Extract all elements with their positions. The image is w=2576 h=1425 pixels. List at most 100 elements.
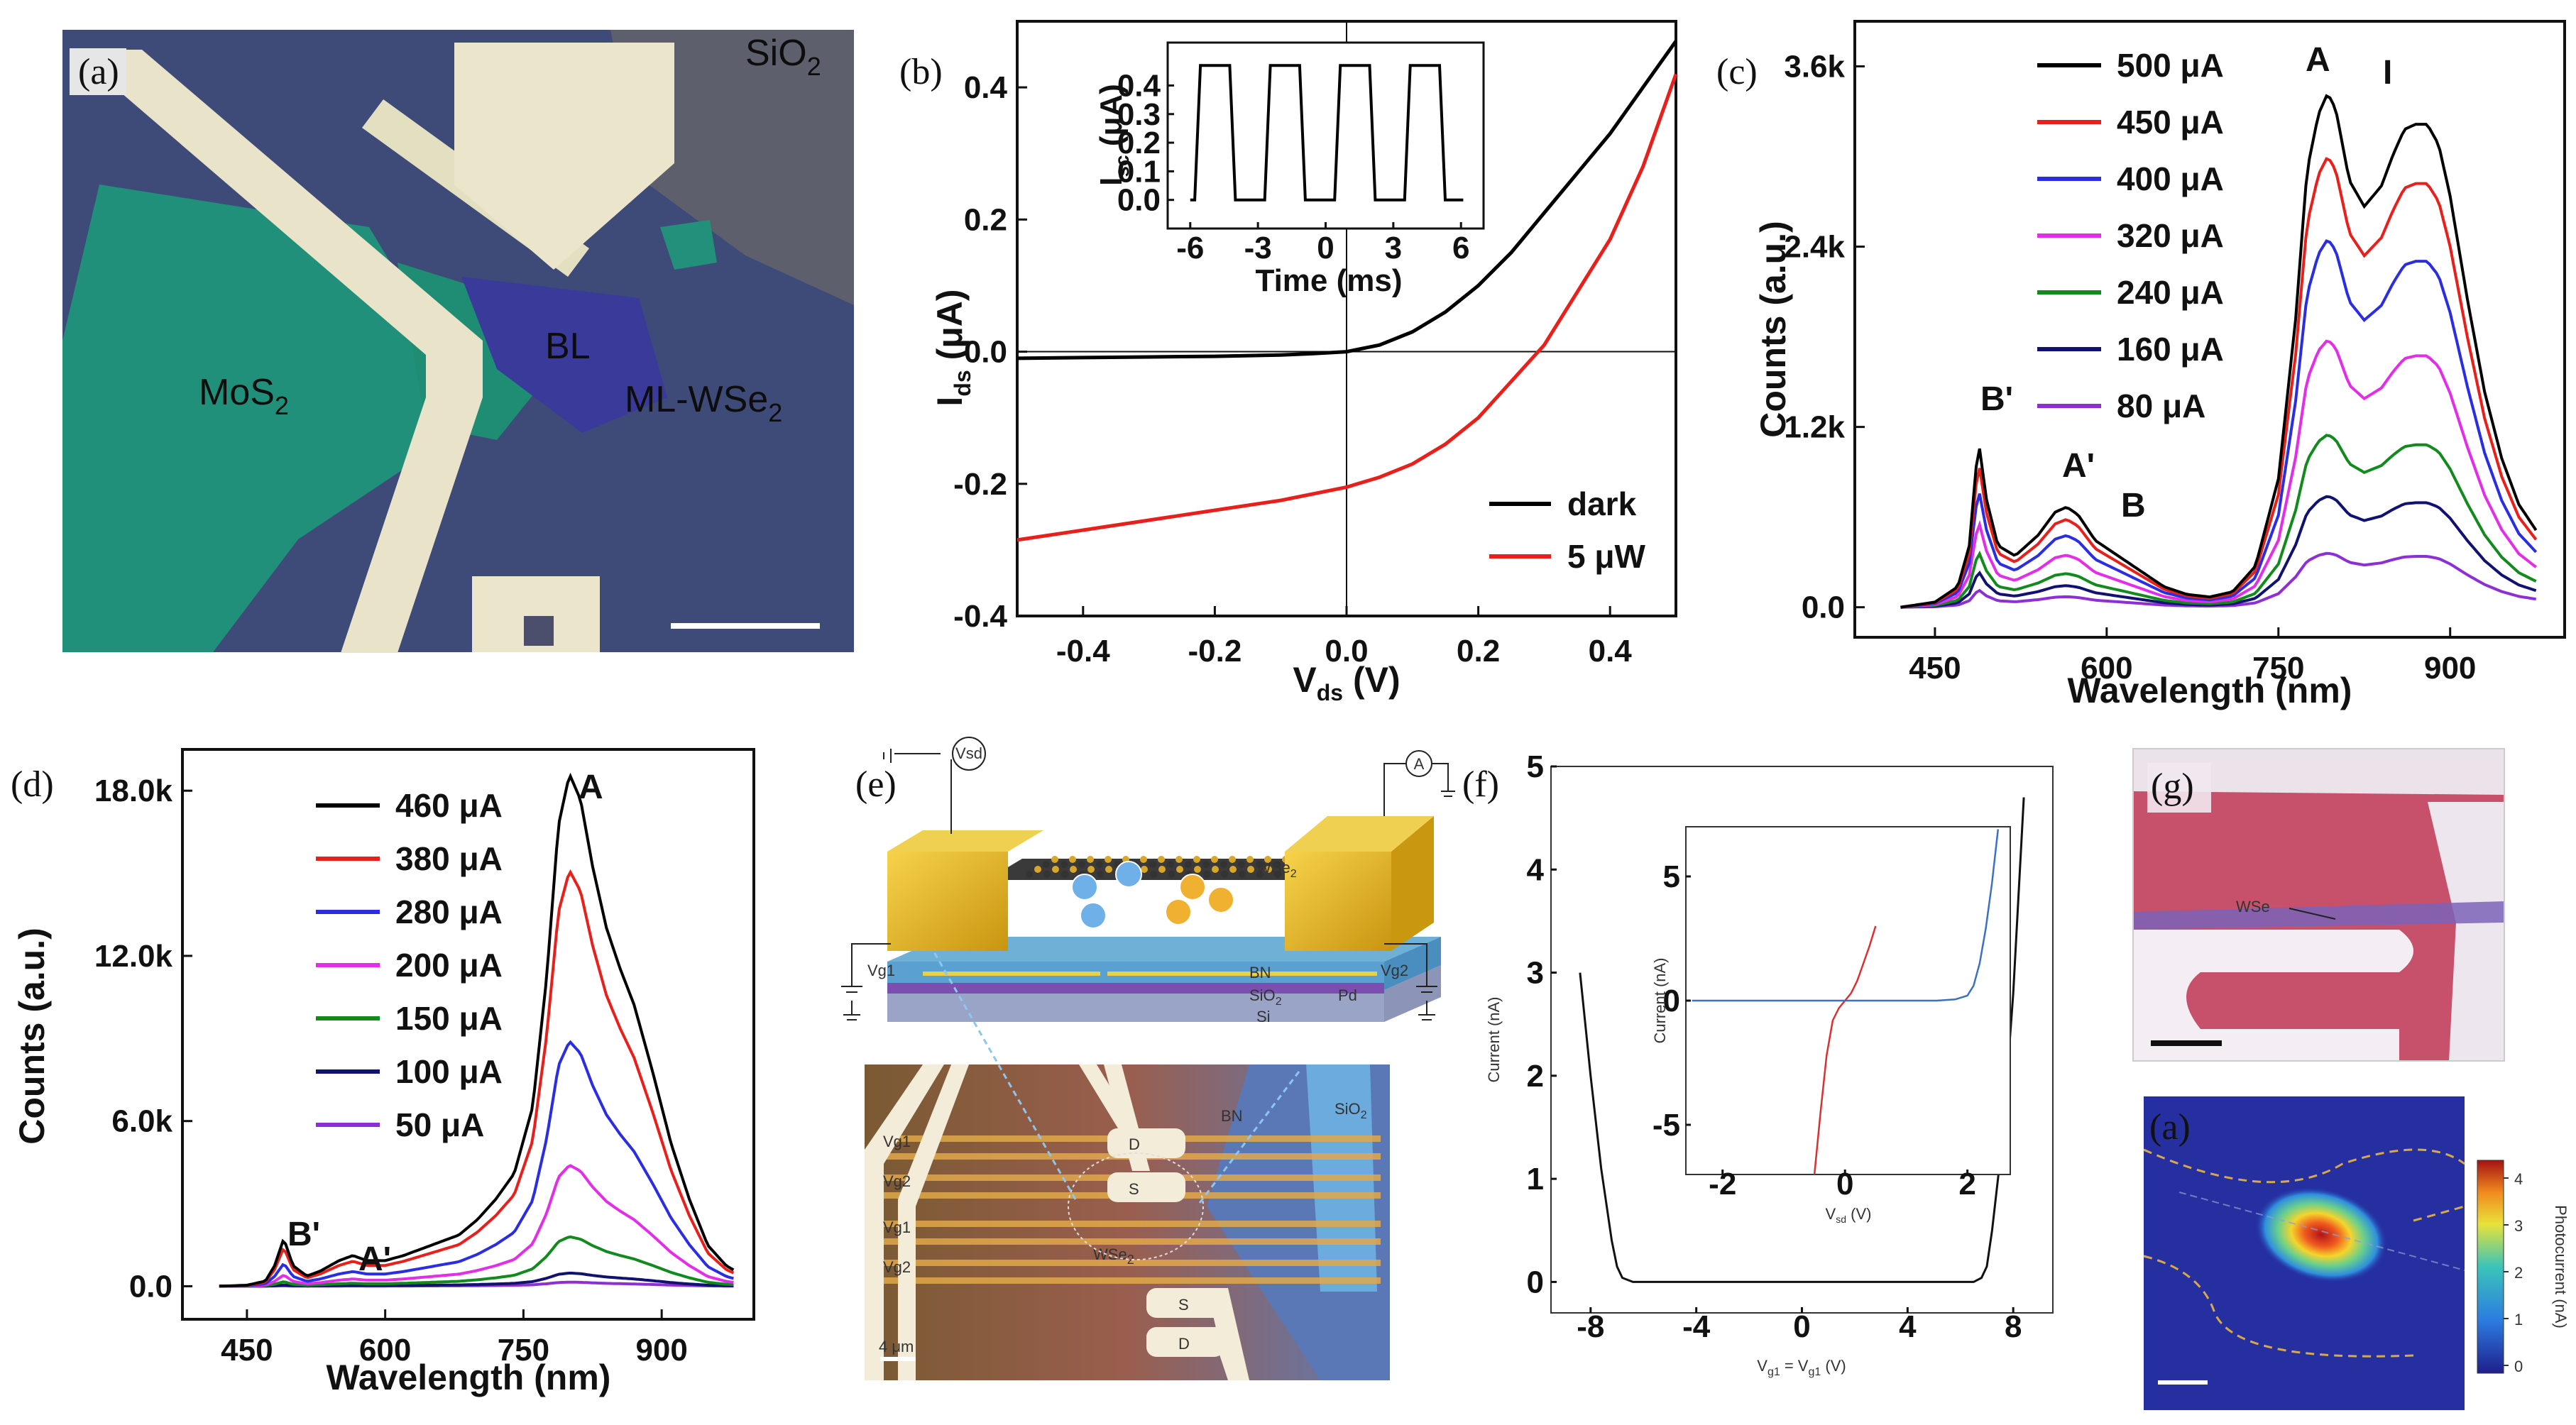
legend-text: 320 μA (2117, 217, 2224, 254)
hole-2 (1165, 898, 1192, 925)
atom (1274, 871, 1281, 878)
ticks-f: -8 -4 0 4 8 0 1 2 3 4 5 (1527, 749, 2022, 1344)
spectrum-line (1900, 495, 2537, 609)
wse2-atoms (1026, 856, 1325, 878)
x-tick-label: 0 (1317, 231, 1334, 265)
y-tick-label: 0.0 (1117, 183, 1161, 218)
legend-text: 200 μA (395, 947, 503, 984)
circuit-wires (841, 749, 1455, 1020)
atom (1202, 861, 1210, 868)
photo-contacts (865, 1064, 1249, 1380)
ticks-b: -0.4 -0.2 0.0 0.2 0.4 -0.4 -0.2 0.0 0.2 0.4 (953, 70, 1632, 669)
contact-left (887, 852, 1008, 951)
atom (1069, 856, 1076, 863)
legend-b: dark 5 μW (1489, 485, 1646, 575)
atom (1212, 866, 1219, 873)
label-sio2-schematic: SiO2 (1249, 986, 1282, 1008)
y-tick-label: 5 (1527, 749, 1544, 784)
atom (1140, 856, 1147, 863)
label-d1: D (1129, 1135, 1140, 1153)
legend-c: 500 μA 450 μA 400 μA 320 μA 240 μA 160 μA 80 μ… (2037, 47, 2224, 424)
electrode-outline-2 (2143, 1255, 2414, 1358)
panel-label-e: (e) (855, 764, 897, 805)
peak-label-c-Bp: B' (1980, 380, 2013, 418)
legend-text: 450 μA (2117, 104, 2224, 141)
y-tick-label: 5 (1663, 859, 1680, 894)
contact-left-top (887, 830, 1043, 852)
y-tick-label: 0.2 (1117, 126, 1161, 160)
atom (1185, 861, 1192, 868)
hole-3 (1207, 886, 1234, 913)
x-axis-label-d: Wavelength (nm) (327, 1358, 611, 1397)
x-axis-label-b: Vds (V) (1293, 660, 1400, 705)
x-tick-label: 900 (635, 1333, 687, 1368)
label-ml-wse2: ML-WSe2 (625, 379, 782, 427)
x-tick-label: -2 (1709, 1167, 1736, 1201)
atom (1220, 861, 1227, 868)
colorbar (2477, 1160, 2504, 1374)
legend-text: 240 μA (2117, 274, 2224, 311)
optical-top-electrode (2133, 749, 2504, 795)
panel-label-g2: (a) (2149, 1107, 2191, 1148)
y-axis-label-c: Counts (a.u.) (1753, 221, 1793, 438)
atom (1264, 856, 1271, 863)
ammeter-icon (1405, 750, 1432, 777)
x-tick-label: 3 (1385, 231, 1402, 265)
label-sio2-photo: SiO2 (1334, 1100, 1367, 1121)
legend-text: 460 μA (395, 787, 503, 824)
x-tick-label: -8 (1577, 1309, 1604, 1344)
x-tick-label: 0 (1793, 1309, 1810, 1344)
y-tick-label: 0.4 (964, 70, 1008, 105)
peak-label-c-I: I (2383, 54, 2392, 92)
atom (1239, 871, 1246, 878)
legend-text: 50 μA (395, 1106, 484, 1143)
panel-label-a: (a) (78, 52, 119, 92)
atom (1193, 856, 1200, 863)
colorbar-tick-label: 1 (2514, 1311, 2523, 1328)
photocurrent-hotspot (2254, 1187, 2388, 1283)
electron-2 (1115, 861, 1142, 888)
atom (1229, 866, 1237, 873)
y-tick-label: 0.4 (1117, 68, 1161, 103)
peak-label-c-B: B (2121, 487, 2146, 524)
peak-label-c-A: A (2306, 41, 2330, 79)
spectrum-line (1900, 434, 2537, 609)
x-tick-label: 0.0 (1325, 634, 1368, 669)
x-tick-label: -3 (1244, 231, 1272, 265)
hole-1 (1179, 874, 1206, 901)
panel-a-label-bg (70, 48, 126, 95)
gate-finger (884, 1260, 1381, 1266)
spectrum-line (219, 1235, 734, 1288)
colorbar-tick-label: 0 (2514, 1358, 2523, 1375)
legend-text: 500 μA (2117, 47, 2224, 84)
spectrum-line (219, 1164, 734, 1288)
y-tick-label: 0.1 (1117, 154, 1161, 189)
atom (1168, 871, 1175, 878)
electrode-4-hole (524, 616, 554, 646)
atom (1043, 861, 1050, 868)
colorbar-tick-label: 3 (2514, 1217, 2523, 1235)
peak-label-c-Ap: A' (2062, 447, 2095, 485)
bilayer-region (461, 277, 667, 433)
series-line (1016, 73, 1678, 542)
optical-right-electrode (2428, 802, 2504, 1061)
x-tick-label: -6 (1176, 231, 1204, 265)
atom (1265, 866, 1272, 873)
atom (1052, 866, 1059, 873)
y-tick-label: 3 (1527, 956, 1544, 991)
x-tick-label: 2 (1958, 1167, 1975, 1201)
panel-b: (b) -0.4 -0.2 0.0 0.2 0.4 -0.4 -0.2 0.0 0.2 0.4 I… (899, 20, 1678, 705)
panel-label-b: (b) (899, 52, 943, 92)
y-tick-label: -0.4 (953, 599, 1007, 634)
label-si-schematic: Si (1256, 1008, 1271, 1025)
contact-right-side (1391, 816, 1434, 951)
highlight-circle (1068, 1152, 1204, 1260)
panel-e: (e) WSe2 BN SiO2 Si Pd Vsd A V (841, 737, 1455, 1380)
label-vg2-schematic: Vg2 (1381, 962, 1408, 979)
electrode-outline-3 (2413, 1205, 2465, 1222)
y-tick-label: 4 (1527, 852, 1545, 887)
inset-series-line (1692, 829, 2000, 1002)
label-vg1-photo-b: Vg1 (883, 1218, 911, 1236)
colorbar-ticks: 4 3 2 1 0 (2504, 1170, 2523, 1375)
gate-finger (884, 1238, 1381, 1245)
